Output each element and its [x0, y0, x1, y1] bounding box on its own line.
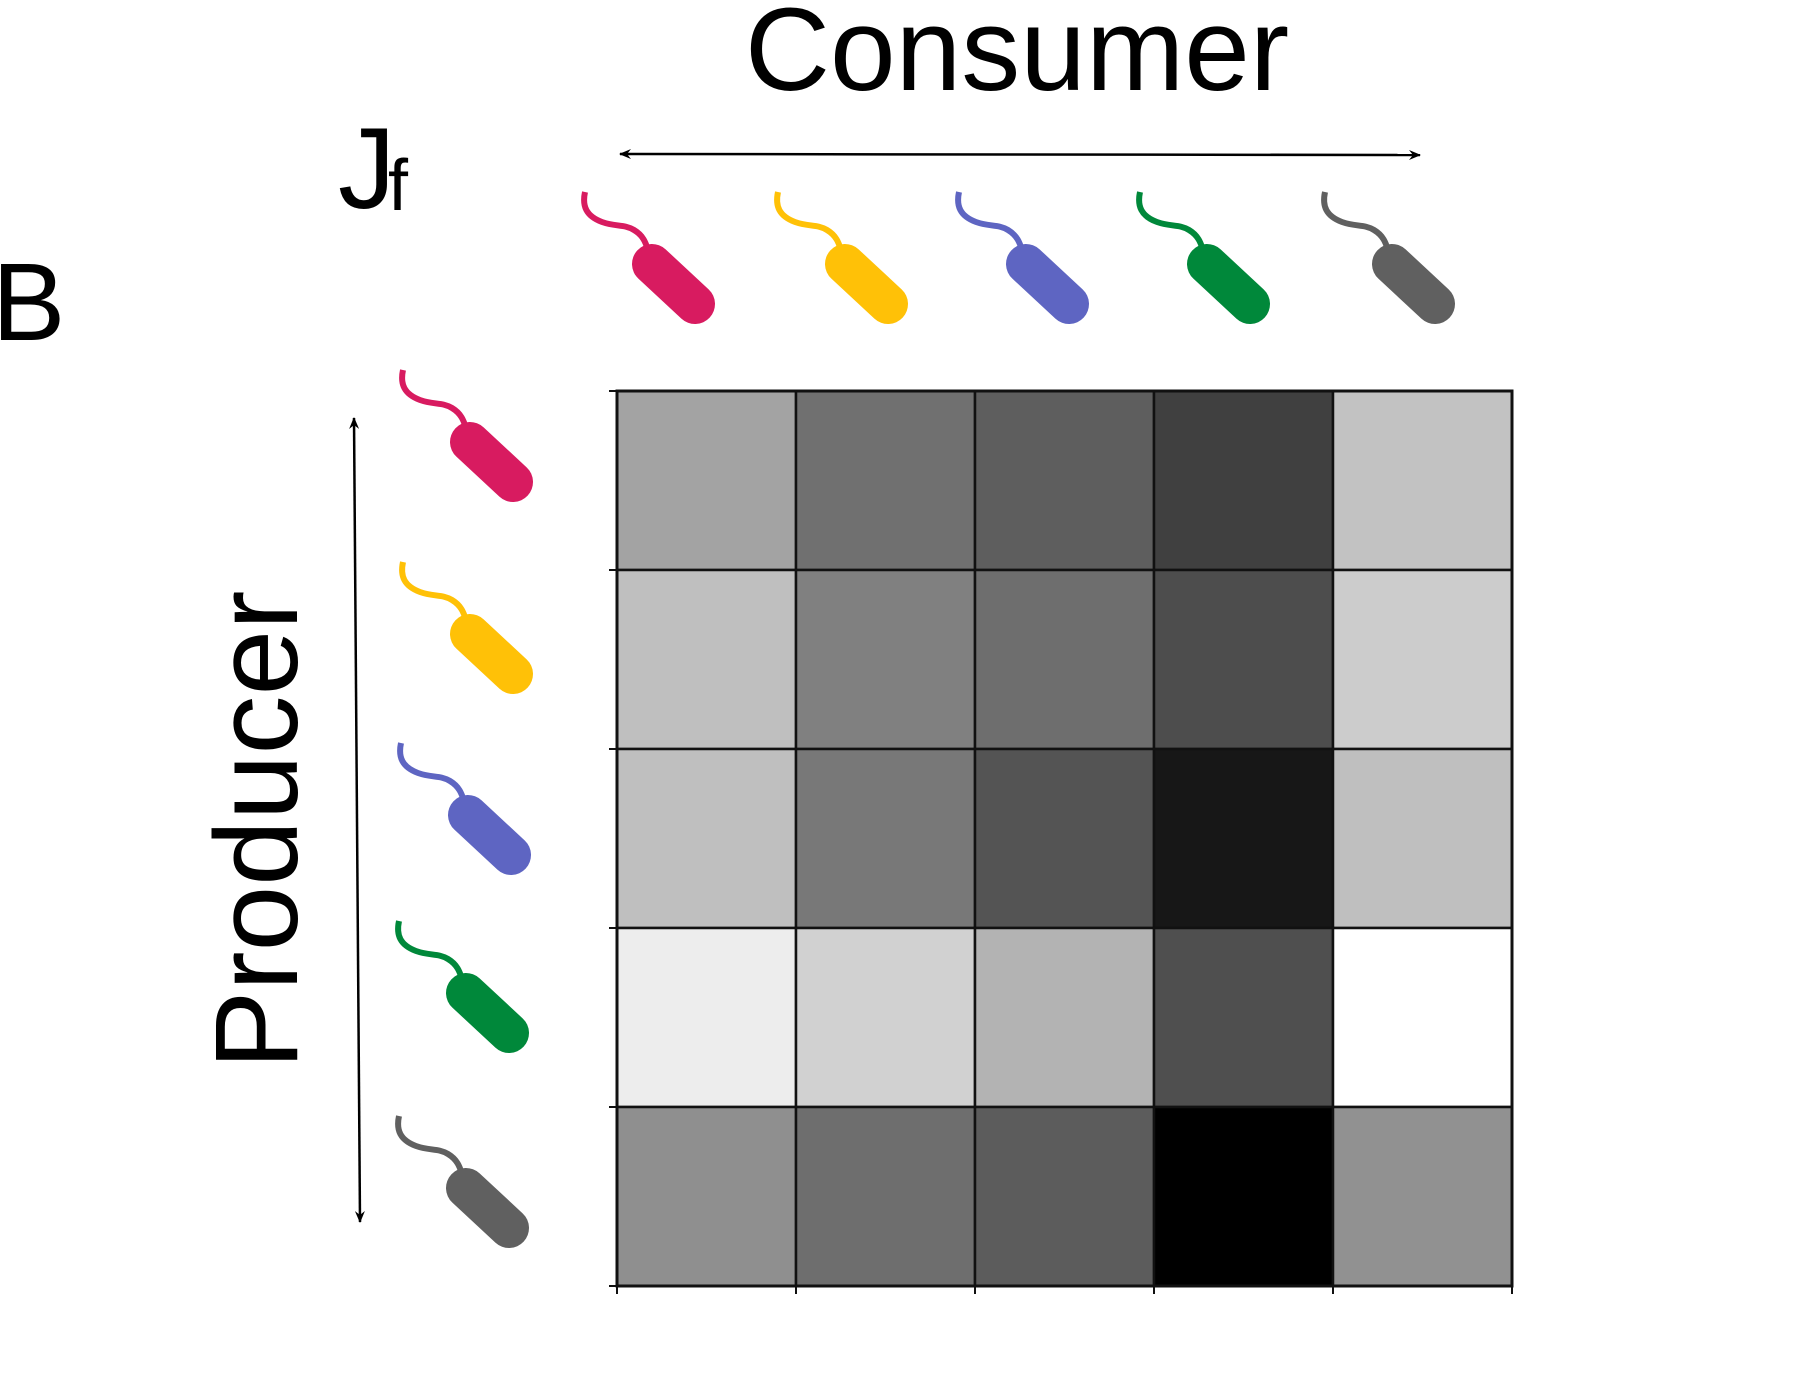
producer-bacterium-icon-1	[399, 369, 533, 502]
producer-icons	[395, 369, 533, 1248]
consumer-bacterium-icon-2	[774, 191, 908, 324]
heatmap-cell-r5-c2	[794, 1105, 977, 1288]
consumer-bacterium-icon-5	[1321, 191, 1455, 324]
producer-bacterium-icon-2	[399, 561, 533, 694]
heatmap-cell-r4-c3	[973, 926, 1156, 1109]
heatmap-cell-r1-c4	[1152, 389, 1335, 572]
heatmap	[609, 389, 1514, 1294]
x-axis-label: Consumer	[745, 0, 1289, 116]
matrix-label-subscript: f	[388, 146, 409, 226]
heatmap-cell-r1-c1	[615, 389, 798, 572]
heatmap-cell-r4-c1	[615, 926, 798, 1109]
producer-bacterium-icon-5	[395, 1115, 529, 1248]
heatmap-cell-r3-c1	[615, 747, 798, 930]
heatmap-cell-r2-c4	[1152, 568, 1335, 751]
heatmap-cell-r3-c2	[794, 747, 977, 930]
heatmap-cell-r5-c1	[615, 1105, 798, 1288]
heatmap-cell-r2-c5	[1331, 568, 1514, 751]
heatmap-cell-r5-c5	[1331, 1105, 1514, 1288]
panel-label: B	[0, 241, 65, 364]
heatmap-cell-r4-c4	[1152, 926, 1335, 1109]
consumer-bacterium-icon-4	[1136, 191, 1270, 324]
consumer-icons	[581, 191, 1455, 324]
heatmap-cell-r2-c3	[973, 568, 1156, 751]
producer-bacterium-icon-4	[395, 920, 529, 1053]
heatmap-cell-r1-c2	[794, 389, 977, 572]
heatmap-cell-r4-c5	[1331, 926, 1514, 1109]
heatmap-cell-r5-c3	[973, 1105, 1156, 1288]
heatmap-cell-r5-c4	[1152, 1105, 1335, 1288]
y-axis-label: Producer	[191, 591, 323, 1070]
matrix-label: J	[338, 105, 396, 233]
heatmap-cell-r2-c2	[794, 568, 977, 751]
heatmap-cell-r1-c3	[973, 389, 1156, 572]
heatmap-cell-r1-c5	[1331, 389, 1514, 572]
consumer-bacterium-icon-1	[581, 191, 715, 324]
heatmap-cell-r3-c5	[1331, 747, 1514, 930]
matrix-label-main: J	[338, 105, 396, 233]
heatmap-frame	[615, 389, 1514, 1288]
consumer-bacterium-icon-3	[955, 191, 1089, 324]
heatmap-cell-r4-c2	[794, 926, 977, 1109]
producer-arrow	[349, 417, 365, 1223]
heatmap-cell-r2-c1	[615, 568, 798, 751]
consumer-arrow	[619, 149, 1421, 160]
heatmap-cell-r3-c3	[973, 747, 1156, 930]
producer-bacterium-icon-3	[397, 742, 531, 875]
heatmap-cell-r3-c4	[1152, 747, 1335, 930]
